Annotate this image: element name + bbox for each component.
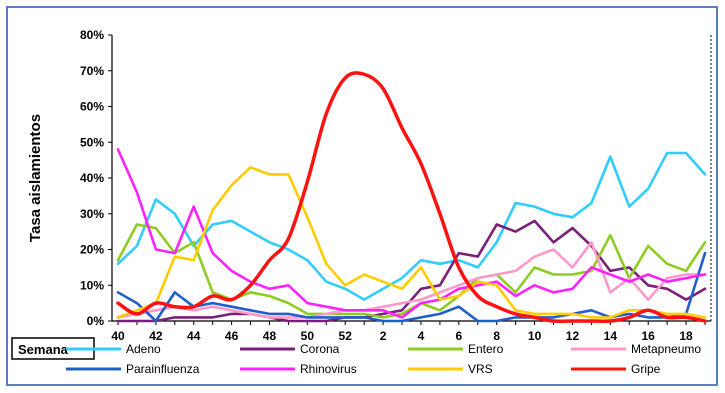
series-line-metapneumo xyxy=(116,241,707,319)
legend-label-metapneumo: Metapneumo xyxy=(631,342,701,356)
x-tick-label: 8 xyxy=(493,329,500,343)
series-lines xyxy=(116,71,707,324)
y-tick-label: 10% xyxy=(80,278,104,292)
x-tick-label: 6 xyxy=(455,329,462,343)
y-tick-label: 40% xyxy=(80,171,104,185)
x-axis-label: Semana xyxy=(18,342,69,357)
series-line-corona xyxy=(116,219,707,323)
y-tick-label: 30% xyxy=(80,207,104,221)
x-tick-label: 52 xyxy=(339,329,353,343)
legend-label-rhinovirus: Rhinovirus xyxy=(300,362,357,376)
series-line-rhinovirus xyxy=(116,148,707,319)
y-axis: 0% 10% 20% 30% 40% 50% 60% 70% 80% xyxy=(80,28,113,328)
series-line-adeno xyxy=(116,151,707,301)
y-axis-label: Tasa aislamientos xyxy=(27,114,44,242)
legend-label-gripe: Gripe xyxy=(631,362,661,376)
x-axis: 40 42 44 46 48 50 52 2 4 6 8 10 12 14 16 18 xyxy=(111,35,712,343)
x-tick-label: 18 xyxy=(679,329,693,343)
legend-label-corona: Corona xyxy=(300,342,340,356)
legend-label-parainfluenza: Parainfluenza xyxy=(126,362,200,376)
y-tick-label: 0% xyxy=(87,314,105,328)
y-tick-label: 80% xyxy=(80,28,104,42)
legend-label-adeno: Adeno xyxy=(126,342,161,356)
x-axis-label-box: Semana xyxy=(11,337,95,360)
legend: Adeno Corona Entero Metapneumo Parainfluenza… xyxy=(66,342,701,376)
legend-label-entero: Entero xyxy=(468,342,504,356)
x-tick-label: 4 xyxy=(418,329,425,343)
y-tick-label: 60% xyxy=(80,100,104,114)
chart-frame: Tasa aislamientos 0% 10% 20% 30% 40% 50% 60% 70… xyxy=(6,6,718,386)
x-tick-label: 2 xyxy=(380,329,387,343)
y-tick-label: 70% xyxy=(80,64,104,78)
x-tick-label: 14 xyxy=(604,329,618,343)
x-tick-label: 42 xyxy=(149,329,163,343)
series-line-gripe xyxy=(116,71,707,324)
x-tick-label: 44 xyxy=(187,329,201,343)
x-tick-label: 12 xyxy=(566,329,580,343)
line-chart: Tasa aislamientos 0% 10% 20% 30% 40% 50% 60% 70… xyxy=(11,28,712,376)
x-tick-label: 48 xyxy=(263,329,277,343)
x-tick-label: 40 xyxy=(111,329,125,343)
x-tick-label: 50 xyxy=(301,329,315,343)
x-tick-label: 46 xyxy=(225,329,239,343)
legend-label-vrs: VRS xyxy=(468,362,493,376)
y-tick-label: 50% xyxy=(80,135,104,149)
series-line-entero xyxy=(116,223,707,319)
y-tick-label: 20% xyxy=(80,243,104,257)
x-tick-label: 10 xyxy=(528,329,542,343)
x-tick-label: 16 xyxy=(642,329,656,343)
series-line-vrs xyxy=(116,166,707,319)
